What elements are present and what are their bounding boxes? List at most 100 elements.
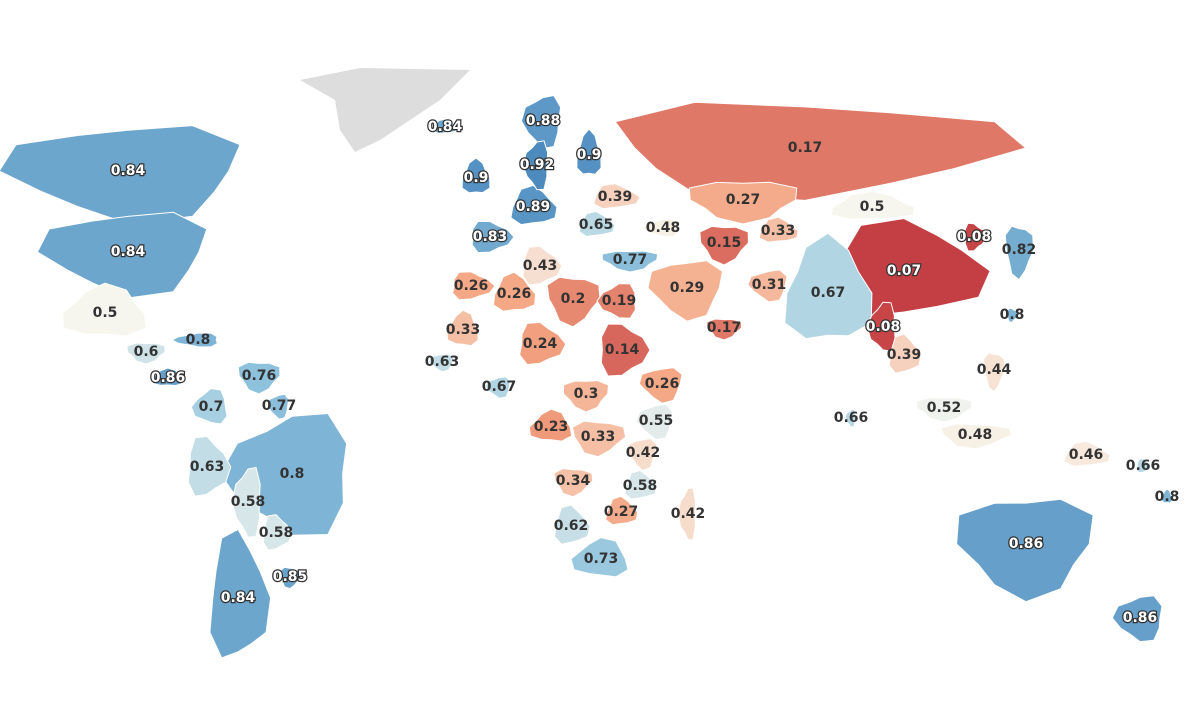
region (522, 245, 563, 286)
region (578, 210, 616, 237)
value-label: 0.44 (977, 362, 1012, 378)
value-label: 0.24 (523, 336, 558, 352)
region (237, 361, 281, 395)
region (642, 218, 679, 238)
region (266, 393, 290, 420)
region (699, 225, 749, 266)
region (126, 342, 166, 365)
region (151, 367, 185, 387)
value-label: 0.8 (280, 466, 305, 482)
region (461, 157, 491, 194)
region (279, 566, 302, 590)
region (956, 498, 1094, 603)
value-label: 0.7 (199, 399, 224, 415)
value-label: 0.26 (645, 376, 680, 392)
region (428, 353, 455, 373)
value-label: 0.67 (811, 285, 846, 301)
region (1136, 458, 1152, 474)
value-label: 0.17 (788, 140, 823, 156)
region (1111, 595, 1163, 643)
value-label: 0.27 (604, 504, 639, 520)
region (484, 376, 511, 399)
value-label: 0.33 (446, 322, 481, 338)
region (1006, 307, 1019, 323)
value-label: 0.31 (752, 277, 787, 293)
region (784, 232, 873, 340)
value-label: 0.27 (726, 192, 761, 208)
region (576, 128, 602, 175)
region (519, 321, 567, 366)
region (600, 323, 651, 377)
region (452, 271, 496, 301)
value-label: 0.6 (134, 344, 159, 360)
region (983, 352, 1006, 393)
value-label: 0.67 (482, 379, 517, 395)
value-label: 0.62 (554, 518, 589, 534)
region (614, 101, 1027, 201)
no-data-region (300, 68, 470, 152)
value-label: 0.8 (1155, 489, 1180, 505)
region (940, 423, 1013, 450)
value-label: 0.65 (579, 217, 614, 233)
value-label: 0.52 (927, 400, 962, 416)
region (190, 387, 228, 425)
region (688, 181, 798, 225)
region (570, 537, 629, 578)
value-label: 0.26 (454, 278, 489, 294)
value-label: 0.63 (190, 459, 225, 475)
value-label: 0.23 (534, 419, 569, 435)
value-label: 0.19 (602, 293, 637, 309)
value-label: 0.26 (497, 286, 532, 302)
labels: 0.84 0.84 0.84 0.88 0.9 0.92 0.9 0.89 0.39 0.83 0.… (93, 112, 1180, 628)
region (624, 469, 658, 500)
value-label: 0.42 (626, 445, 661, 461)
region (605, 495, 639, 526)
region (758, 216, 799, 243)
region (36, 211, 208, 299)
value-label: 0.84 (111, 244, 146, 260)
value-label: 0.17 (707, 320, 742, 336)
value-label: 0.34 (556, 473, 591, 489)
region (677, 487, 696, 541)
region (844, 408, 857, 428)
value-label: 0.85 (273, 569, 308, 585)
value-label: 0.46 (1069, 447, 1104, 463)
region (747, 269, 788, 303)
value-label: 0.66 (834, 410, 869, 426)
region (627, 437, 658, 472)
value-label: 0.84 (111, 163, 146, 179)
value-label: 0.33 (581, 429, 616, 445)
region (1063, 440, 1111, 467)
value-label: 0.92 (520, 157, 555, 173)
regions (0, 94, 1173, 659)
value-label: 0.3 (574, 386, 599, 402)
value-label: 0.86 (151, 370, 186, 386)
value-label: 0.89 (516, 199, 551, 215)
region (492, 271, 537, 312)
region (601, 250, 659, 273)
value-label: 0.33 (761, 223, 796, 239)
region (432, 118, 459, 134)
value-label: 0.15 (707, 235, 742, 251)
region (635, 403, 673, 441)
value-label: 0.58 (623, 478, 658, 494)
region (231, 466, 261, 538)
value-label: 0.9 (577, 147, 602, 163)
region (209, 528, 272, 659)
value-label: 0.83 (473, 229, 508, 245)
region (61, 282, 147, 337)
value-label: 0.08 (866, 319, 901, 335)
value-label: 0.55 (639, 413, 674, 429)
region (546, 276, 601, 328)
value-label: 0.77 (262, 398, 297, 414)
value-label: 0.39 (887, 347, 922, 363)
region (471, 220, 515, 254)
value-label: 0.58 (231, 494, 266, 510)
region (522, 140, 549, 191)
base-layer (300, 68, 470, 152)
region (706, 318, 742, 341)
region (187, 435, 232, 497)
value-label: 0.84 (428, 119, 463, 135)
value-label: 0.88 (526, 113, 561, 129)
